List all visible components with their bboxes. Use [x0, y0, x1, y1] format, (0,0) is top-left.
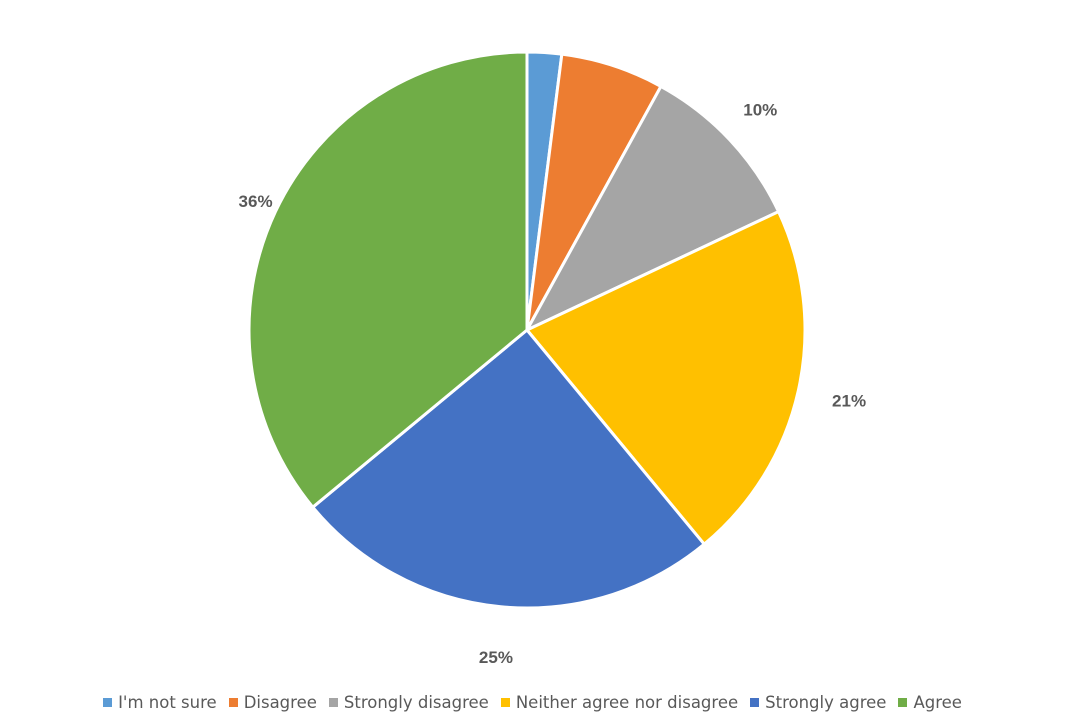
legend-label: I'm not sure: [118, 692, 217, 712]
legend-item-disagree: Disagree: [228, 692, 317, 712]
chart-legend: I'm not sure Disagree Strongly disagree Nei…: [0, 690, 1065, 714]
data-label-strongly-agree: 25%: [479, 648, 513, 667]
legend-swatch: [750, 697, 760, 707]
legend-swatch: [500, 697, 510, 707]
legend-item-strongly-agree: Strongly agree: [750, 693, 886, 712]
legend-swatch: [228, 697, 238, 707]
legend-item-agree: Agree: [898, 693, 962, 712]
legend-label: Agree: [913, 692, 962, 712]
pie-slice-strongly-disagree: [523, 84, 781, 334]
legend-label: Disagree: [243, 692, 317, 712]
pie-chart: 2%6%10%21%25%36%: [239, 0, 867, 667]
data-label-neither-agree-nor-disagree: 21%: [832, 391, 866, 410]
pie-slice-agree: [247, 50, 529, 510]
data-label-agree: 36%: [239, 192, 273, 211]
pie-slices: [247, 50, 807, 610]
data-label-strongly-disagree: 10%: [743, 100, 777, 119]
legend-label: Strongly disagree: [343, 692, 489, 712]
legend-swatch: [328, 697, 338, 707]
legend-item-i-m-not-sure: I'm not sure: [103, 693, 217, 712]
legend-item-strongly-disagree: Strongly disagree: [328, 692, 489, 712]
legend-swatch: [103, 697, 113, 707]
data-label-disagree: 6%: [624, 0, 649, 1]
pie-slice-strongly-agree: [310, 327, 707, 610]
legend-item-neither-agree-nor-disagree: Neither agree nor disagree: [500, 692, 739, 712]
legend-swatch: [898, 697, 908, 707]
pie-slice-neither-agree-nor-disagree: [524, 209, 807, 547]
legend-label: Neither agree nor disagree: [515, 692, 739, 712]
legend-label: Strongly agree: [765, 692, 887, 712]
pie-data-labels: 2%6%10%21%25%36%: [239, 0, 867, 667]
